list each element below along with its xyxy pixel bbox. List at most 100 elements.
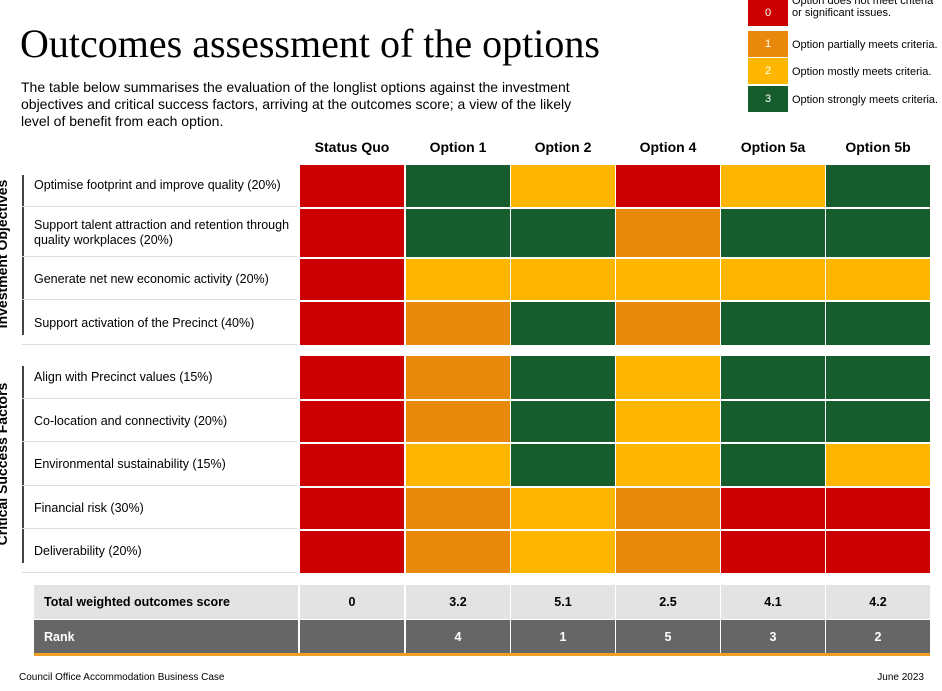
row-label: Align with Precinct values (15%) <box>22 356 297 399</box>
score-cell <box>721 302 825 345</box>
legend-swatch: 0 <box>748 0 788 26</box>
column-header: Option 1 <box>429 139 487 155</box>
score-cell <box>406 259 510 300</box>
rank-value <box>300 620 404 653</box>
score-cell <box>406 401 510 442</box>
score-cell <box>616 302 720 345</box>
score-cell <box>300 209 404 257</box>
score-cell <box>826 488 930 529</box>
total-value: 3.2 <box>406 585 510 619</box>
score-cell <box>826 401 930 442</box>
total-value: 5.1 <box>511 585 615 619</box>
score-cell <box>616 259 720 300</box>
row-label: Generate net new economic activity (20%) <box>22 259 297 300</box>
score-cell <box>511 259 615 300</box>
score-cell <box>406 165 510 207</box>
score-cell <box>300 444 404 486</box>
column-header: Option 5b <box>845 139 911 155</box>
score-cell <box>406 356 510 399</box>
score-cell <box>826 259 930 300</box>
score-cell <box>300 531 404 573</box>
total-label: Total weighted outcomes score <box>34 585 298 619</box>
legend-swatch: 1 <box>748 31 788 57</box>
score-cell <box>616 401 720 442</box>
row-label: Co-location and connectivity (20%) <box>22 401 297 442</box>
row-label: Deliverability (20%) <box>22 531 297 573</box>
score-cell <box>826 165 930 207</box>
legend-label: Option strongly meets criteria. <box>792 94 939 106</box>
score-cell <box>511 302 615 345</box>
score-cell <box>300 302 404 345</box>
score-cell <box>406 209 510 257</box>
footer-right: June 2023 <box>877 672 924 683</box>
score-cell <box>826 356 930 399</box>
legend-swatch: 3 <box>748 86 788 112</box>
column-header: Status Quo <box>314 139 390 155</box>
column-header: Option 2 <box>534 139 592 155</box>
column-header: Option 5a <box>740 139 806 155</box>
rank-value: 1 <box>511 620 615 653</box>
score-cell <box>616 488 720 529</box>
group-bar <box>22 175 24 335</box>
score-cell <box>616 444 720 486</box>
rank-value: 5 <box>616 620 720 653</box>
column-header: Option 4 <box>639 139 697 155</box>
score-cell <box>721 356 825 399</box>
rank-value: 2 <box>826 620 930 653</box>
intro: The table below summarises the evaluatio… <box>21 79 572 129</box>
score-cell <box>300 488 404 529</box>
score-cell <box>616 209 720 257</box>
score-cell <box>511 444 615 486</box>
score-cell <box>300 401 404 442</box>
total-value: 4.2 <box>826 585 930 619</box>
legend-label: Option partially meets criteria. <box>792 39 938 51</box>
score-cell <box>826 444 930 486</box>
score-cell <box>721 209 825 257</box>
score-cell <box>721 401 825 442</box>
rank-value: 3 <box>721 620 825 653</box>
row-label: Financial risk (30%) <box>22 488 297 529</box>
score-cell <box>300 165 404 207</box>
row-label: Support activation of the Precinct (40%) <box>22 302 297 345</box>
group-label: Investment Objectives <box>0 179 10 329</box>
score-cell <box>406 531 510 573</box>
score-cell <box>511 401 615 442</box>
score-cell <box>406 444 510 486</box>
score-cell <box>511 209 615 257</box>
legend-label: Option mostly meets criteria. <box>792 66 932 78</box>
score-cell <box>826 302 930 345</box>
score-cell <box>300 259 404 300</box>
legend-swatch: 2 <box>748 58 788 84</box>
score-cell <box>616 531 720 573</box>
score-cell <box>511 165 615 207</box>
total-value: 2.5 <box>616 585 720 619</box>
group-bar <box>22 366 24 563</box>
footer-left: Council Office Accommodation Business Ca… <box>19 672 225 683</box>
score-cell <box>616 165 720 207</box>
score-cell <box>721 165 825 207</box>
footer-rule <box>34 653 930 656</box>
score-cell <box>300 356 404 399</box>
score-cell <box>511 356 615 399</box>
total-value: 0 <box>300 585 404 619</box>
score-cell <box>511 531 615 573</box>
row-label: Support talent attraction and retention … <box>22 209 297 257</box>
score-cell <box>721 444 825 486</box>
score-cell <box>721 531 825 573</box>
rank-label: Rank <box>34 620 298 653</box>
score-cell <box>406 302 510 345</box>
row-label: Optimise footprint and improve quality (… <box>22 165 297 207</box>
title: Outcomes assessment of the options <box>20 21 600 66</box>
score-cell <box>511 488 615 529</box>
score-cell <box>721 488 825 529</box>
score-cell <box>826 209 930 257</box>
score-cell <box>406 488 510 529</box>
score-cell <box>616 356 720 399</box>
legend-label: Option does not meet criteria or signifi… <box>792 0 934 19</box>
score-cell <box>826 531 930 573</box>
row-label: Environmental sustainability (15%) <box>22 444 297 486</box>
total-value: 4.1 <box>721 585 825 619</box>
rank-value: 4 <box>406 620 510 653</box>
score-cell <box>721 259 825 300</box>
